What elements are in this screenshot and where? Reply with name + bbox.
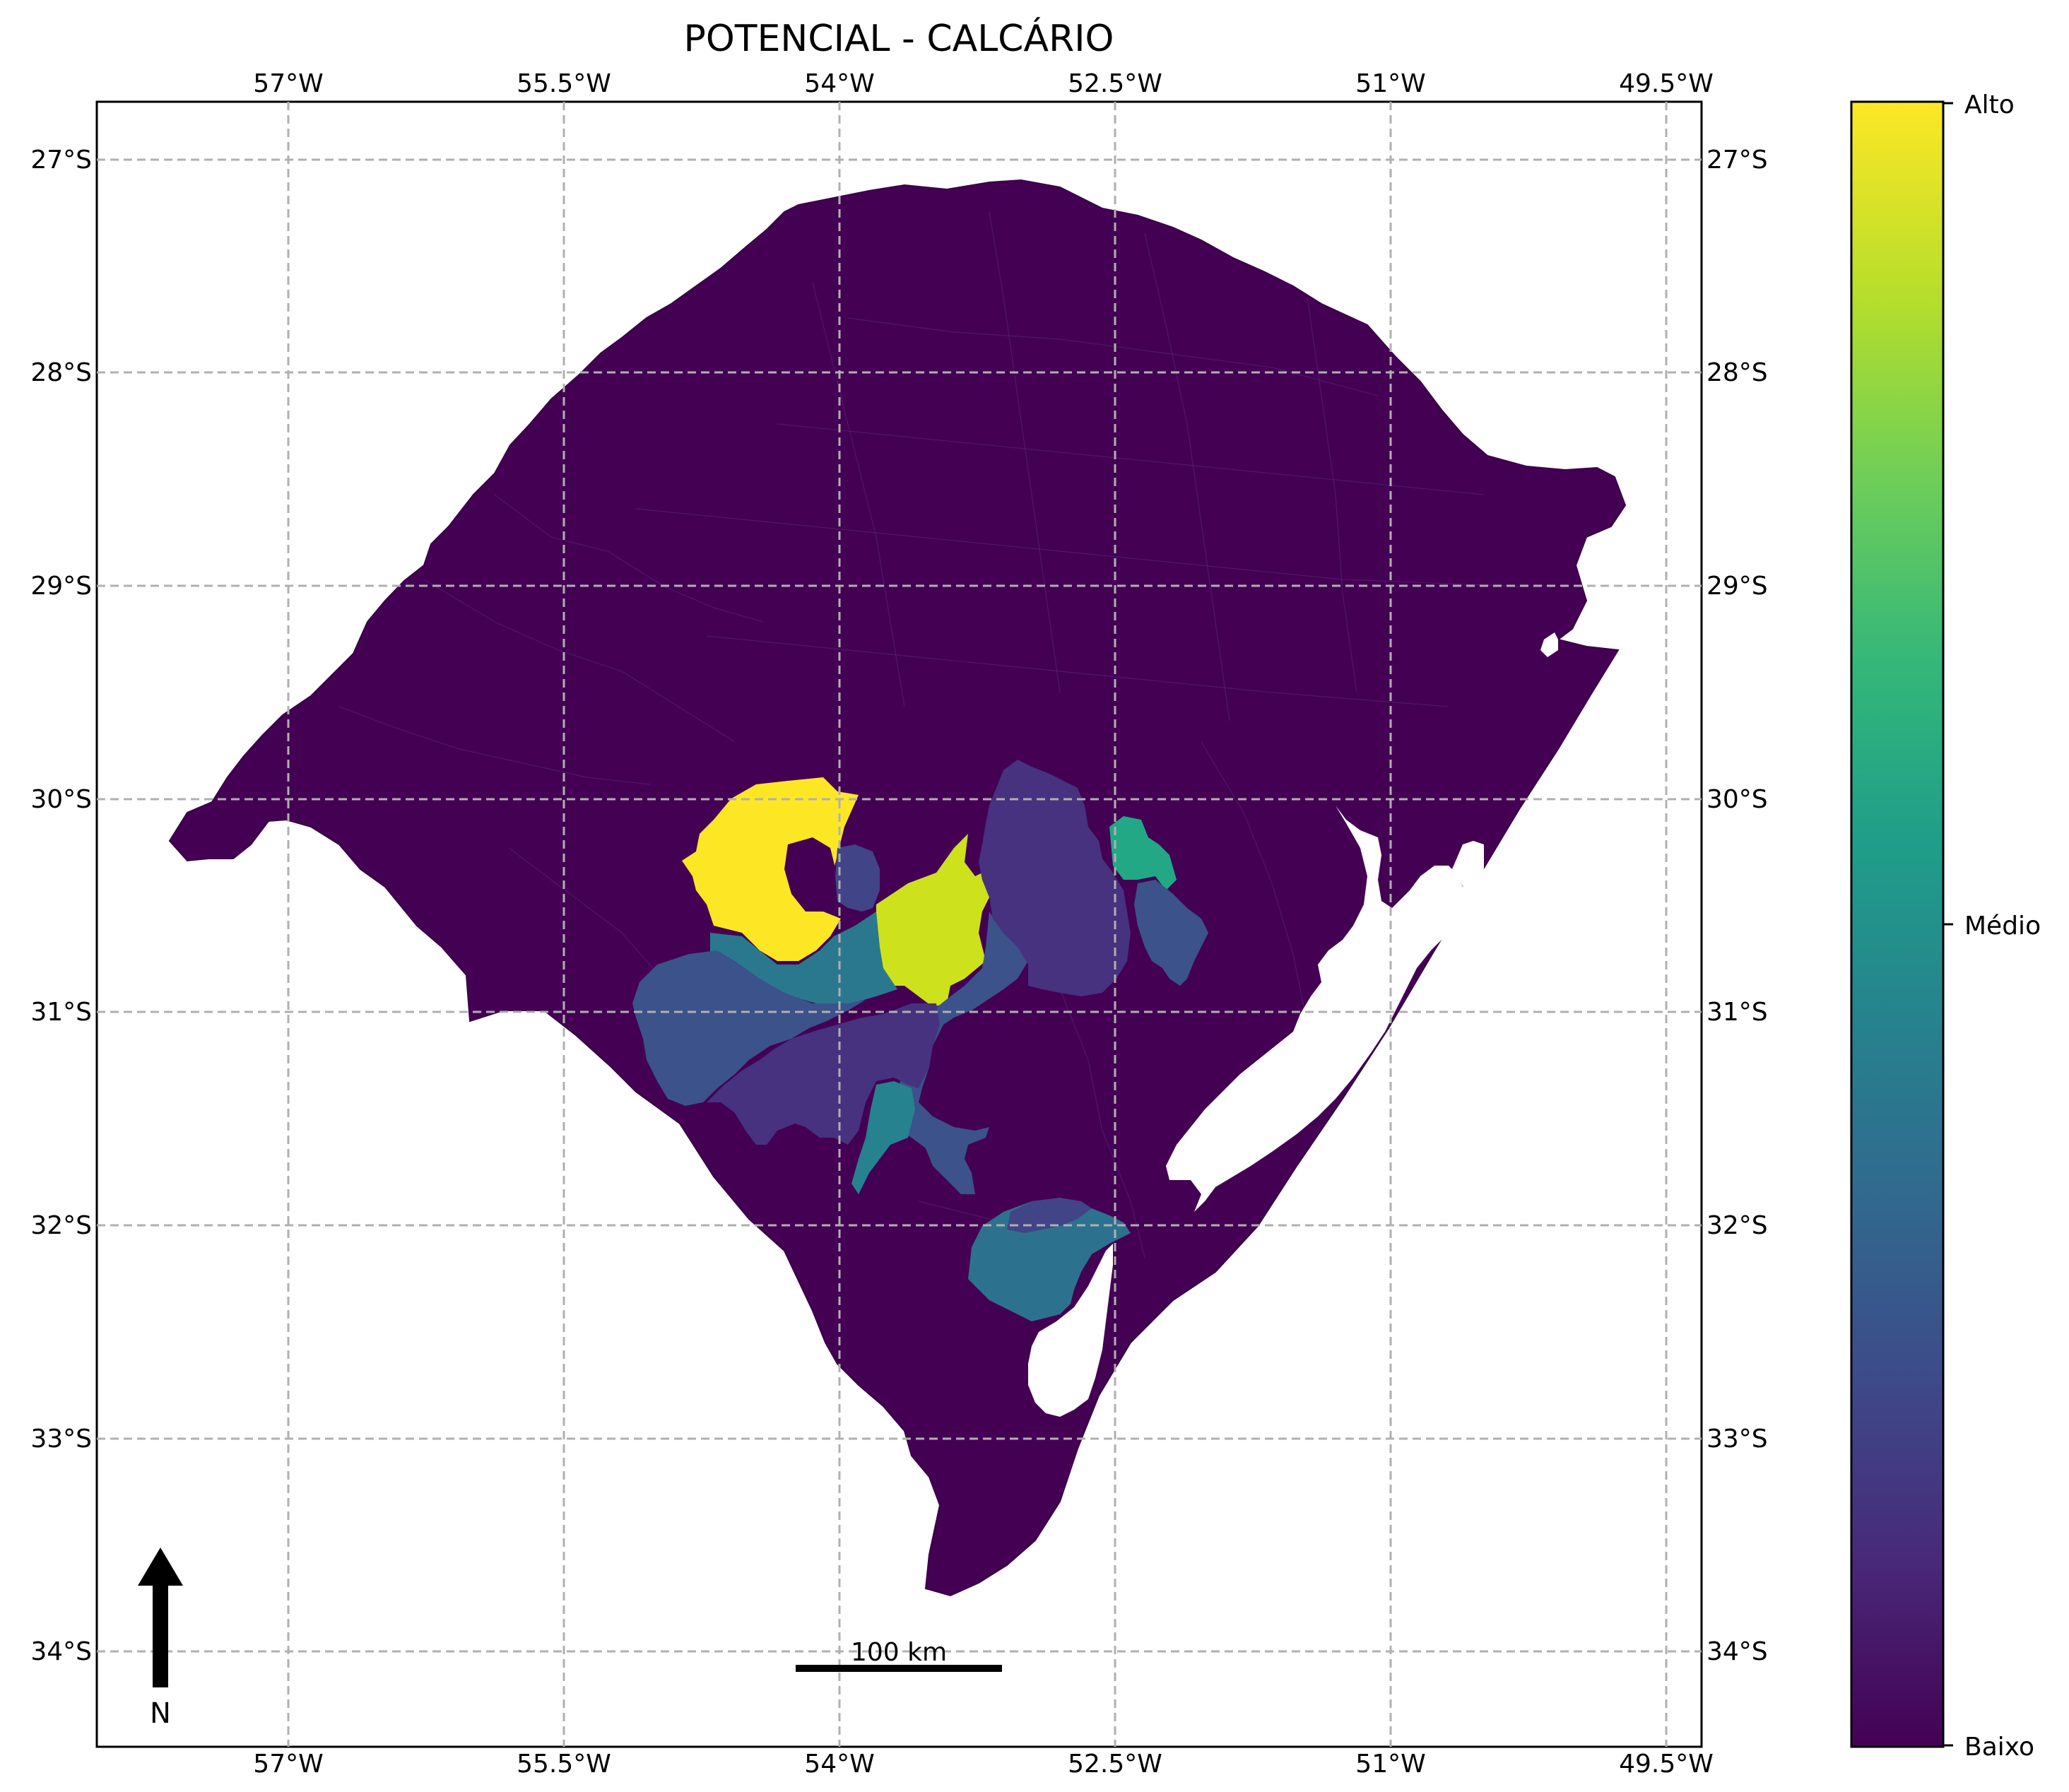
colorbar: Alto Médio Baixo xyxy=(1850,90,2041,1762)
region-teal-west xyxy=(710,912,897,1007)
region-blue-west xyxy=(632,950,866,1106)
lat-label-right: 34°S xyxy=(1707,1637,1768,1666)
region-high-north xyxy=(682,777,859,961)
north-arrow-head xyxy=(138,1548,183,1586)
potential-regions xyxy=(632,760,1208,1321)
region-teal-south xyxy=(851,1081,915,1194)
municipality-boundaries xyxy=(338,211,1520,1258)
lat-label-right: 33°S xyxy=(1707,1425,1768,1454)
lon-label-bottom: 51°W xyxy=(1355,1750,1425,1779)
lat-label-left: 30°S xyxy=(30,785,92,814)
lagoon-small-north xyxy=(1540,632,1558,657)
scale-bar: 100 km xyxy=(796,1638,1002,1672)
north-arrow-label: N xyxy=(150,1697,171,1730)
lat-label-left: 34°S xyxy=(30,1637,92,1666)
lat-label-left: 32°S xyxy=(30,1211,92,1240)
colorbar-label-low: Baixo xyxy=(1964,1733,2034,1762)
lagoon-patos xyxy=(1166,806,1477,1212)
lat-label-right: 32°S xyxy=(1707,1211,1768,1240)
lon-label-bottom: 49.5°W xyxy=(1619,1750,1714,1779)
lat-label-left: 31°S xyxy=(30,998,92,1027)
lat-labels-left: 27°S 28°S 29°S 30°S 31°S 32°S 33°S 34°S xyxy=(30,146,92,1666)
region-purple-small xyxy=(835,844,880,912)
lon-label-bottom: 55.5°W xyxy=(517,1750,611,1779)
lon-label-bottom: 57°W xyxy=(253,1750,323,1779)
scale-bar-label: 100 km xyxy=(851,1638,947,1667)
north-arrow: N xyxy=(138,1548,183,1730)
colorbar-label-high: Alto xyxy=(1964,90,2015,119)
lon-label-top: 55.5°W xyxy=(517,69,611,98)
colorbar-label-mid: Médio xyxy=(1964,912,2041,941)
lon-label-top: 52.5°W xyxy=(1068,69,1162,98)
lat-label-left: 28°S xyxy=(30,358,92,387)
lat-label-right: 31°S xyxy=(1707,998,1768,1027)
lagoon-north-arm xyxy=(1452,841,1484,892)
region-green xyxy=(1109,816,1177,890)
lon-label-bottom: 54°W xyxy=(804,1750,874,1779)
lon-label-bottom: 52.5°W xyxy=(1068,1750,1162,1779)
lat-labels-right: 27°S 28°S 29°S 30°S 31°S 32°S 33°S 34°S xyxy=(1707,146,1768,1666)
state-territory xyxy=(168,179,1627,1597)
lon-label-top: 57°W xyxy=(253,69,323,98)
lon-label-top: 51°W xyxy=(1355,69,1425,98)
lon-labels-top: 57°W 55.5°W 54°W 52.5°W 51°W 49.5°W xyxy=(253,69,1714,98)
lat-label-left: 27°S xyxy=(30,146,92,175)
region-purple-north xyxy=(979,760,1131,996)
lon-label-top: 49.5°W xyxy=(1619,69,1714,98)
lagoons xyxy=(1028,632,1558,1417)
lat-label-right: 30°S xyxy=(1707,785,1768,814)
lat-label-right: 29°S xyxy=(1707,572,1768,601)
gridlines xyxy=(97,102,1702,1747)
north-arrow-shaft xyxy=(153,1583,168,1687)
colorbar-gradient xyxy=(1850,100,1945,1748)
scale-bar-line xyxy=(796,1665,1002,1672)
map-title: POTENCIAL - CALCÁRIO xyxy=(684,17,1114,60)
lon-labels-bottom: 57°W 55.5°W 54°W 52.5°W 51°W 49.5°W xyxy=(253,1750,1714,1779)
lat-label-right: 27°S xyxy=(1707,146,1768,175)
lon-label-top: 54°W xyxy=(804,69,874,98)
lagoon-mirim xyxy=(1028,1244,1113,1417)
region-high-center xyxy=(876,834,993,1007)
lat-label-right: 28°S xyxy=(1707,358,1768,387)
lat-label-left: 29°S xyxy=(30,572,92,601)
region-blue-east-small xyxy=(1134,880,1208,986)
region-purple-southwest xyxy=(707,1003,940,1145)
region-high-hole xyxy=(784,837,837,912)
lat-label-left: 33°S xyxy=(30,1425,92,1454)
